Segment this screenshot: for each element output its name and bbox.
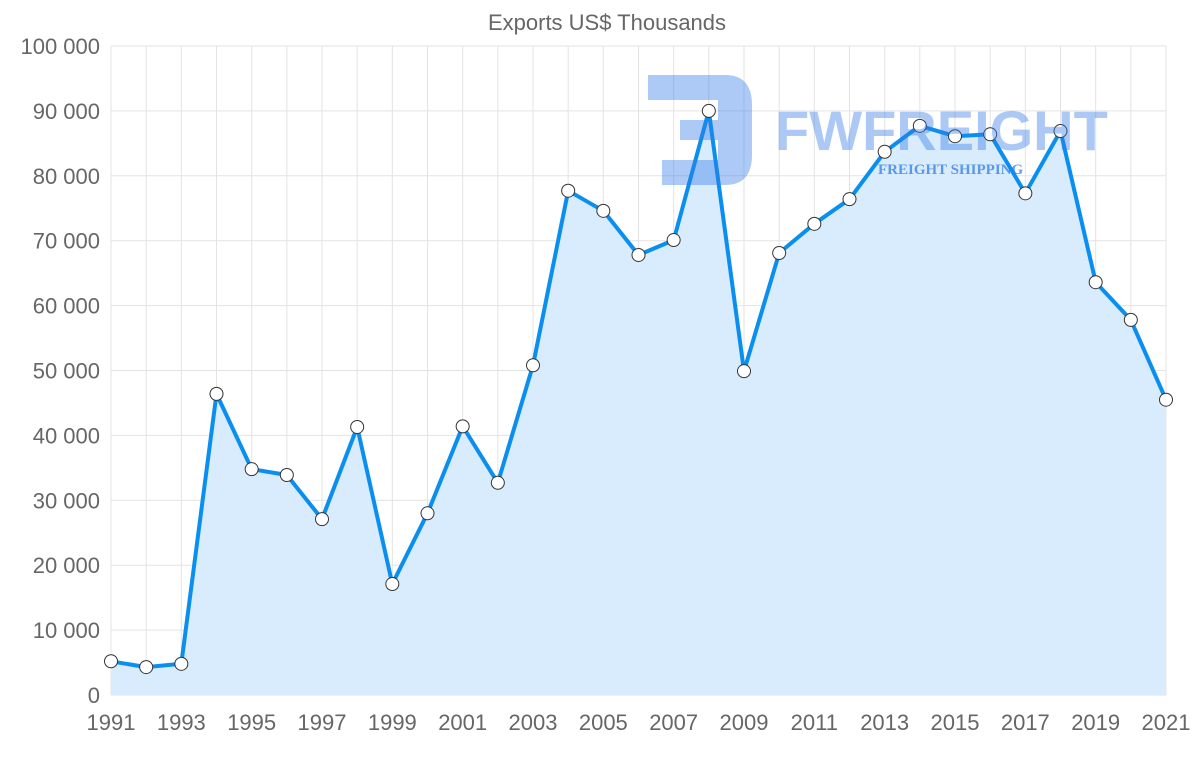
data-point	[561, 183, 576, 198]
data-point	[596, 203, 611, 218]
data-point	[104, 654, 118, 669]
y-tick-label: 40 000	[33, 423, 100, 448]
data-point	[209, 386, 224, 401]
x-tick-label: 2021	[1142, 710, 1191, 735]
x-tick-label: 1993	[157, 710, 206, 735]
watermark-logo-icon	[648, 75, 752, 185]
data-point	[737, 364, 751, 379]
chart-title: Exports US$ Thousands	[488, 10, 726, 35]
x-tick-label: 2001	[438, 710, 487, 735]
data-point	[666, 233, 681, 248]
data-point	[807, 216, 822, 231]
y-tick-label: 30 000	[33, 488, 100, 513]
data-points	[104, 103, 1173, 675]
y-tick-label: 20 000	[33, 553, 100, 578]
x-tick-label: 2017	[1001, 710, 1050, 735]
y-tick-label: 70 000	[33, 229, 100, 254]
data-point	[631, 247, 646, 262]
y-tick-label: 0	[88, 683, 100, 708]
x-tick-label: 2009	[720, 710, 769, 735]
watermark-brand: FWFREIGHT	[775, 99, 1108, 162]
y-tick-label: 80 000	[33, 164, 100, 189]
data-point	[1159, 392, 1173, 407]
data-point	[455, 419, 470, 434]
area-fill	[111, 110, 1166, 695]
y-tick-label: 90 000	[33, 99, 100, 124]
x-tick-label: 1997	[298, 710, 347, 735]
data-point	[526, 358, 540, 373]
data-point	[772, 246, 787, 261]
data-point	[912, 118, 927, 133]
y-tick-label: 10 000	[33, 618, 100, 643]
data-point	[1053, 124, 1068, 139]
data-point	[1088, 275, 1103, 290]
data-point	[279, 467, 294, 482]
y-tick-label: 50 000	[33, 359, 100, 384]
x-tick-label: 2007	[649, 710, 698, 735]
data-point	[385, 577, 400, 592]
watermark: FWFREIGHT FREIGHT SHIPPING	[648, 75, 1108, 185]
x-tick-label: 2015	[931, 710, 980, 735]
data-point	[877, 144, 892, 159]
data-point	[350, 419, 365, 434]
x-tick-label: 2019	[1071, 710, 1120, 735]
y-tick-label: 60 000	[33, 294, 100, 319]
data-point	[948, 129, 962, 144]
data-point	[139, 660, 154, 675]
data-point	[1123, 312, 1138, 327]
data-point	[420, 506, 435, 521]
x-tick-label: 2013	[860, 710, 909, 735]
data-point	[1018, 186, 1033, 201]
data-point	[315, 512, 329, 527]
x-tick-label: 1991	[87, 710, 136, 735]
x-tick-label: 2011	[791, 710, 838, 735]
data-point	[842, 192, 857, 207]
x-axis-ticks: 1991 1993 1995 1997 1999 2001 2003 2005 2007 2009…	[87, 710, 1191, 735]
x-tick-label: 1999	[368, 710, 417, 735]
watermark-tagline: FREIGHT SHIPPING	[878, 162, 1023, 178]
data-point	[490, 475, 505, 490]
data-point	[244, 462, 259, 477]
y-tick-label: 100 000	[20, 34, 100, 59]
y-axis-ticks: 0 10 000 20 000 30 000 40 000 50 000 60 000 70 …	[20, 34, 100, 708]
x-tick-label: 2003	[509, 710, 558, 735]
x-tick-label: 1995	[227, 710, 276, 735]
data-point	[701, 103, 716, 118]
data-point	[174, 656, 189, 671]
data-point	[983, 127, 998, 142]
x-tick-label: 2005	[579, 710, 628, 735]
